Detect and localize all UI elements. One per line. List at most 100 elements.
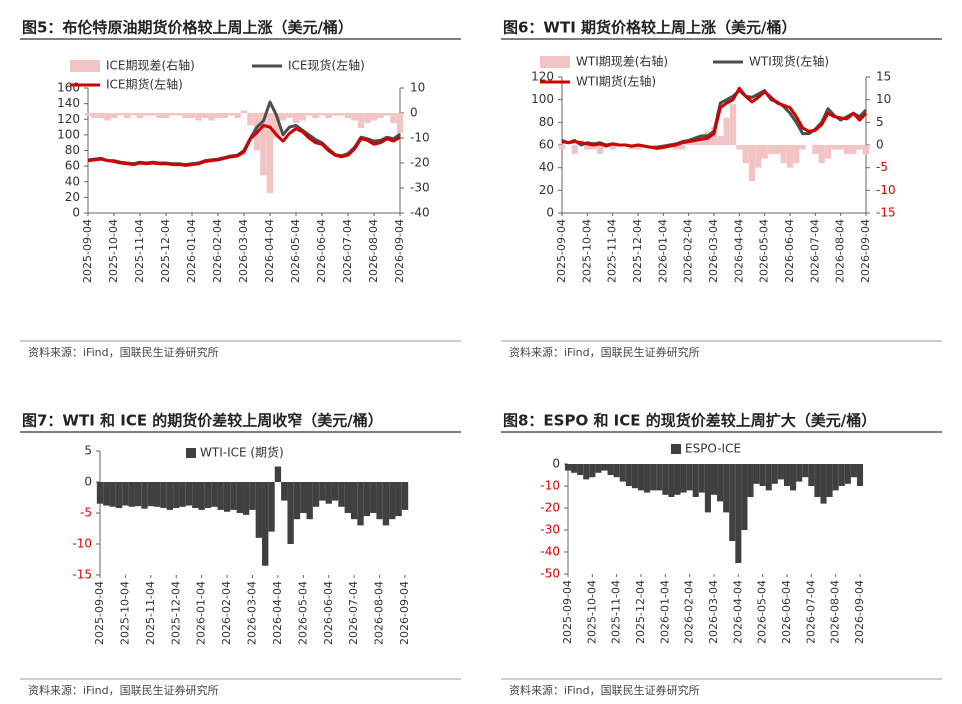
bar bbox=[656, 464, 663, 491]
chart-title: 图6：WTI 期货价格较上周上涨（美元/桶） bbox=[503, 19, 797, 37]
bar bbox=[837, 145, 844, 150]
y-tick-label: 0 bbox=[552, 457, 560, 471]
bar bbox=[596, 145, 604, 155]
bar bbox=[221, 113, 228, 118]
bar bbox=[160, 482, 167, 509]
bar bbox=[812, 145, 819, 155]
bar bbox=[558, 145, 566, 150]
y-tick-label: 0 bbox=[84, 475, 92, 489]
bar bbox=[723, 117, 730, 145]
x-tick-label: 2025-09-04 bbox=[93, 581, 106, 645]
chart-title: 图5：布伦特原油期货价格较上周上涨（美元/桶） bbox=[22, 19, 353, 37]
x-tick-label: 2026-06-04 bbox=[780, 580, 793, 644]
bar bbox=[376, 482, 383, 520]
bar bbox=[357, 482, 364, 526]
bar bbox=[166, 482, 174, 510]
x-tick-label: 2025-11-04 bbox=[606, 219, 619, 283]
bar bbox=[91, 113, 98, 118]
bar bbox=[299, 113, 306, 121]
y-tick-label: 40 bbox=[65, 174, 80, 188]
y-tick-label: 80 bbox=[539, 115, 554, 129]
bar bbox=[268, 482, 275, 532]
legend-label: ICE现货(左轴) bbox=[288, 58, 365, 73]
bar bbox=[820, 464, 827, 504]
bar bbox=[844, 464, 851, 484]
y-tick-label: 0 bbox=[72, 206, 80, 220]
bar bbox=[147, 482, 155, 507]
legend-label: ESPO-ICE bbox=[685, 442, 741, 456]
bar bbox=[97, 113, 105, 118]
bar bbox=[767, 145, 775, 155]
bar bbox=[338, 482, 345, 507]
y2-tick-label: -15 bbox=[876, 206, 896, 220]
bar bbox=[255, 482, 263, 538]
bar bbox=[204, 482, 212, 509]
bar bbox=[351, 113, 358, 121]
x-tick-label: 2026-02-04 bbox=[683, 580, 696, 644]
bar bbox=[214, 113, 222, 118]
bar bbox=[287, 482, 294, 544]
bar bbox=[230, 482, 237, 510]
x-tick-label: 2025-09-04 bbox=[81, 219, 94, 283]
bar bbox=[382, 482, 390, 526]
legend-swatch bbox=[186, 448, 196, 458]
y-tick-label: 60 bbox=[539, 138, 554, 152]
bar bbox=[710, 126, 718, 145]
x-tick-label: 2026-05-04 bbox=[756, 580, 769, 644]
bar bbox=[564, 464, 572, 471]
bar bbox=[383, 113, 391, 116]
y-tick-label: -15 bbox=[72, 568, 92, 582]
bar bbox=[217, 482, 224, 510]
bar bbox=[198, 482, 205, 510]
y-tick-label: 80 bbox=[65, 143, 80, 157]
y-tick-label: 120 bbox=[531, 70, 554, 84]
bar bbox=[609, 145, 616, 150]
x-tick-label: 2026-02-04 bbox=[220, 581, 233, 645]
source-note: 资料来源：iFind，国联民生证券研究所 bbox=[509, 345, 700, 359]
bar bbox=[742, 145, 749, 164]
bar bbox=[808, 464, 815, 486]
bar bbox=[236, 482, 243, 513]
x-tick-label: 2026-05-04 bbox=[289, 219, 302, 283]
x-tick-label: 2026-01-04 bbox=[658, 580, 671, 644]
bar bbox=[179, 482, 186, 507]
bar bbox=[117, 113, 124, 116]
bar bbox=[103, 482, 110, 506]
bar bbox=[793, 145, 800, 164]
bar bbox=[312, 482, 320, 507]
bar bbox=[240, 110, 248, 113]
bar bbox=[748, 145, 756, 182]
bar bbox=[577, 464, 584, 475]
bar bbox=[613, 464, 620, 478]
bar bbox=[736, 145, 743, 150]
bar bbox=[136, 113, 144, 118]
bar bbox=[395, 482, 402, 517]
bar bbox=[799, 145, 806, 150]
y-tick-label: -5 bbox=[80, 506, 92, 520]
bar bbox=[325, 482, 332, 504]
bar bbox=[306, 482, 313, 520]
bar bbox=[662, 464, 669, 495]
bar bbox=[780, 145, 787, 164]
y-tick-label: 0 bbox=[546, 206, 554, 220]
y-tick-label: 100 bbox=[57, 127, 80, 141]
x-tick-label: 2026-06-04 bbox=[783, 219, 796, 283]
chart-title: 图8：ESPO 和 ICE 的现货价差较上周扩大（美元/桶） bbox=[503, 412, 876, 430]
chart-panel: 图5：布伦特原油期货价格较上周上涨（美元/桶） 资料来源：iFind，国联民生证券… bbox=[20, 19, 461, 359]
bar bbox=[717, 135, 724, 145]
legend-swatch bbox=[671, 444, 681, 454]
bar bbox=[850, 145, 857, 155]
x-tick-label: 2026-02-04 bbox=[211, 219, 224, 283]
bar bbox=[814, 464, 821, 497]
bar bbox=[260, 113, 267, 176]
bar bbox=[357, 113, 365, 128]
bar bbox=[831, 145, 838, 150]
bar bbox=[686, 464, 693, 491]
bar bbox=[173, 482, 180, 509]
bar bbox=[625, 464, 632, 486]
y-tick-label: -40 bbox=[540, 545, 560, 559]
x-tick-label: 2026-04-04 bbox=[731, 580, 744, 644]
chart-title: 图7：WTI 和 ICE 的期货价差较上周收窄（美元/桶） bbox=[22, 412, 383, 430]
bar bbox=[401, 482, 409, 510]
bar bbox=[710, 464, 718, 495]
